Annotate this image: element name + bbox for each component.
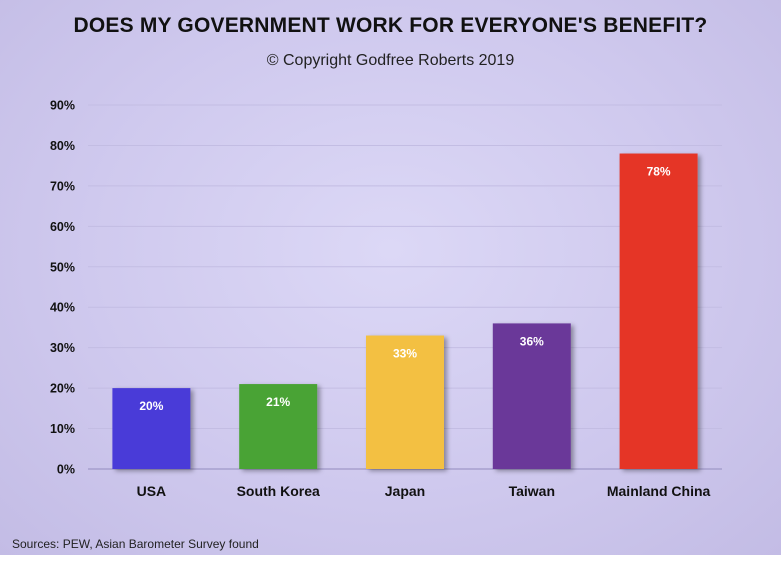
y-tick-label: 20% — [50, 382, 75, 396]
y-tick-label: 40% — [50, 301, 75, 315]
data-label: 20% — [139, 399, 163, 413]
y-tick-label: 10% — [50, 422, 75, 436]
category-label: Taiwan — [509, 483, 555, 499]
y-tick-label: 50% — [50, 260, 75, 274]
data-label: 36% — [520, 334, 544, 348]
bar — [239, 384, 318, 469]
category-label: Japan — [385, 483, 425, 499]
y-tick-label: 70% — [50, 179, 75, 193]
bar — [619, 153, 698, 470]
chart-subtitle: © Copyright Godfree Roberts 2019 — [266, 52, 515, 69]
chart-title: DOES MY GOVERNMENT WORK FOR EVERYONE'S B… — [73, 14, 708, 37]
source-note: Sources: PEW, Asian Barometer Survey fou… — [12, 537, 259, 551]
category-label: USA — [137, 483, 167, 499]
bar — [112, 388, 191, 469]
y-tick-label: 80% — [50, 139, 75, 153]
data-label: 78% — [647, 165, 671, 179]
y-tick-label: 0% — [57, 463, 75, 477]
data-label: 21% — [266, 395, 290, 409]
data-label: 33% — [393, 347, 417, 361]
y-tick-label: 30% — [50, 341, 75, 355]
bar — [366, 335, 444, 469]
y-tick-label: 60% — [50, 220, 75, 234]
y-tick-label: 90% — [50, 99, 75, 113]
category-label: Mainland China — [607, 483, 711, 499]
category-label: South Korea — [237, 483, 320, 499]
bar — [492, 323, 571, 469]
